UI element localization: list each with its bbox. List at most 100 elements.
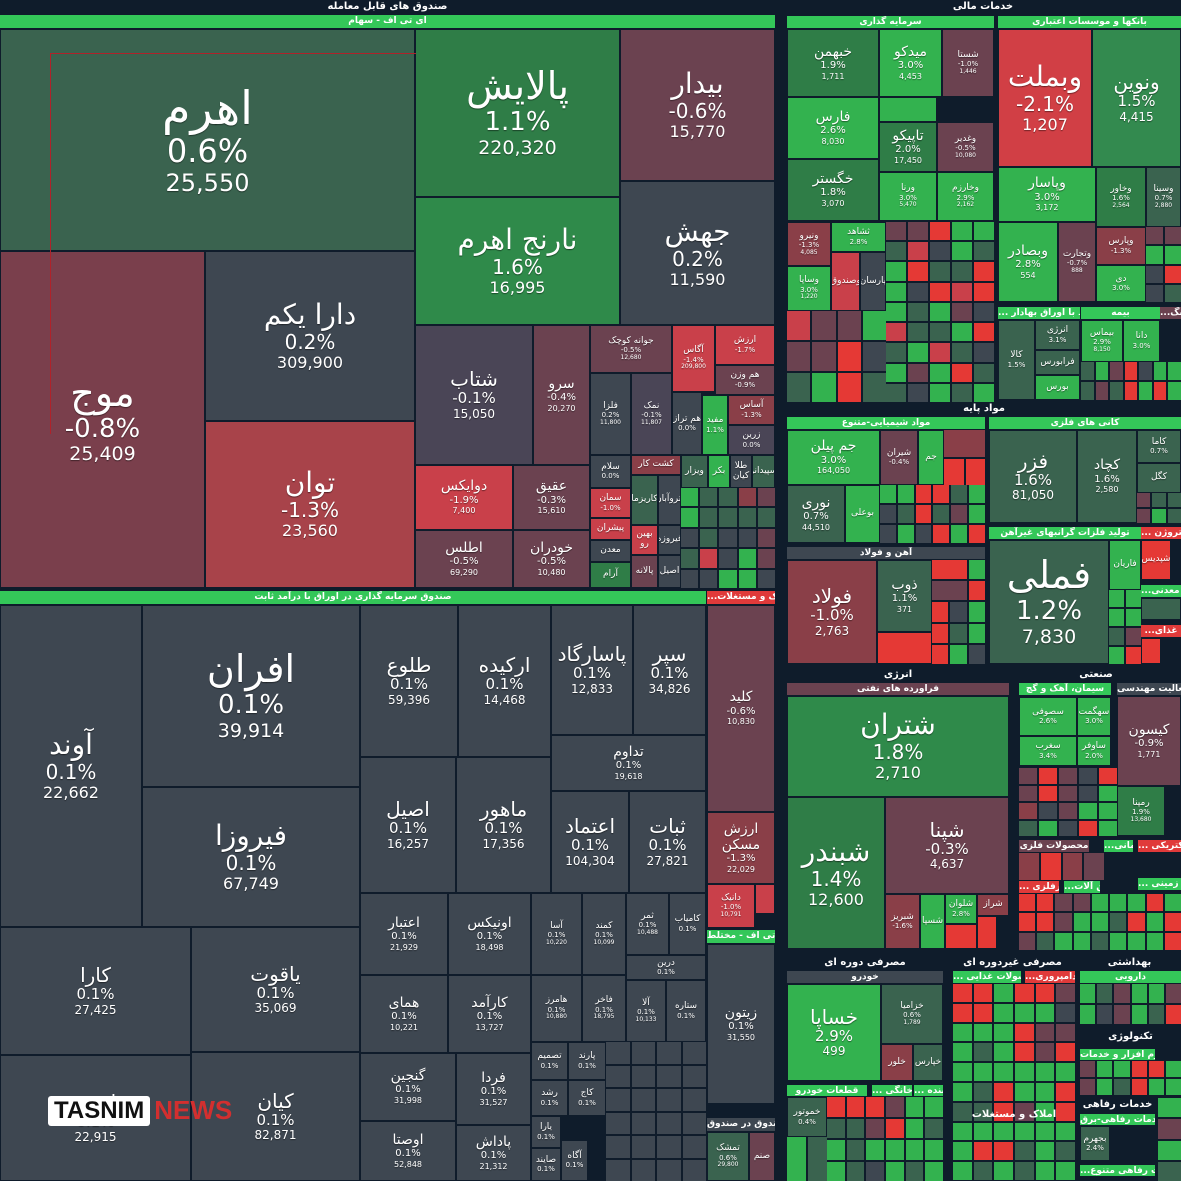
- tile-kala[interactable]: کالا 1.5%: [998, 320, 1035, 400]
- group-header-electrical[interactable]: ... الکتریکی: [1138, 840, 1181, 853]
- group-header-software[interactable]: نرم افزار و خدمات: [1080, 1049, 1155, 1061]
- tile-hamvazn[interactable]: هم وزن -0.9%: [715, 365, 775, 395]
- group-header-land-transport[interactable]: ... بار زمینی: [1138, 878, 1181, 891]
- tile-kian[interactable]: کیان 0.1% 82,871: [191, 1052, 360, 1181]
- tile-karamad[interactable]: کارآمد 0.1% 13,727: [448, 975, 531, 1053]
- tile-nonmetal[interactable]: [1141, 638, 1161, 664]
- tile-khodran[interactable]: خودران -0.5% 10,480: [513, 530, 590, 588]
- group-header-oil-products[interactable]: فراورده های نفتی: [787, 683, 1009, 696]
- tile-hamarz[interactable]: هامرز 0.1% 10,880: [531, 975, 582, 1042]
- group-header-welfare-misc[interactable]: ...ات رفاهی متنوع: [1080, 1165, 1155, 1177]
- tile-zeitoon[interactable]: زیتون 0.1% 31,550: [707, 944, 775, 1104]
- tile-setareh[interactable]: ستاره 0.1%: [666, 980, 706, 1042]
- tile-davix[interactable]: دوایکس -1.9% 7,400: [415, 465, 513, 530]
- tile-agah[interactable]: آگاه 0.1%: [561, 1140, 588, 1181]
- tile-energy-exchange[interactable]: انرژی 3.1%: [1035, 320, 1080, 350]
- tile-kamand[interactable]: کمند 0.1% 10,099: [582, 893, 626, 975]
- tile-shabriz[interactable]: شبریز -1.6%: [885, 894, 920, 949]
- tile-padash[interactable]: پاداش 0.1% 21,312: [456, 1125, 531, 1181]
- group-header-mixed-etf[interactable]: ای تی اف - مختلط: [707, 930, 775, 944]
- tile-dara-yekom[interactable]: دارا یکم 0.2% 309,900: [205, 251, 415, 421]
- tile-mowj[interactable]: موج -0.8% 25,409: [0, 251, 205, 588]
- group-header-etf-stocks[interactable]: ای تی اف - سهام: [0, 15, 775, 29]
- tile-bourse[interactable]: بورس: [1035, 375, 1080, 400]
- group-header-metal-ores[interactable]: کانی های فلزی: [989, 417, 1181, 430]
- tile-vsandogh[interactable]: وصندوق: [831, 252, 860, 311]
- tile-arzesh[interactable]: ارزش -1.7%: [715, 325, 775, 365]
- tile-ousta[interactable]: اوصتا 0.1% 52,848: [360, 1121, 456, 1181]
- tile-felezza[interactable]: فلزا 0.2% 11,800: [590, 373, 631, 455]
- tile-zarin[interactable]: زرین 0.0%: [728, 425, 775, 455]
- tile-asil-small[interactable]: اصیل: [658, 555, 681, 588]
- tile-yara[interactable]: یارا 0.1%: [531, 1116, 561, 1148]
- tile-khepars[interactable]: خپارس: [913, 1044, 943, 1081]
- tile-danik[interactable]: دانیک -1.0% 10,791: [707, 884, 755, 928]
- tile-noori[interactable]: نوری 0.7% 44,510: [787, 485, 845, 543]
- tile-kegol[interactable]: کگل: [1137, 463, 1181, 493]
- tile-zob[interactable]: ذوب 1.1% 371: [877, 560, 932, 632]
- tile-kara[interactable]: کارا 0.1% 27,425: [0, 927, 191, 1055]
- tile-khesapa[interactable]: خساپا 2.9% 499: [787, 984, 881, 1081]
- tile-khelor[interactable]: خلور: [881, 1044, 913, 1081]
- group-header-auto[interactable]: خودرو: [787, 971, 943, 984]
- tile-sefoufi[interactable]: سصوفی 2.6%: [1019, 697, 1077, 736]
- tile-mofid[interactable]: مفید 1.1%: [702, 395, 728, 455]
- group-header-metal-products[interactable]: محصولات فلزی: [1019, 840, 1089, 853]
- tile-khegostar[interactable]: خگستر 1.8% 3,070: [787, 159, 879, 221]
- tile-khemotor[interactable]: خموتور 0.4%: [787, 1097, 827, 1137]
- tile-vazar[interactable]: ویزار: [681, 455, 708, 488]
- tile-ramapna[interactable]: رمپنا 1.9% 13,680: [1117, 786, 1165, 836]
- tile-dana[interactable]: دانا 3.0%: [1123, 320, 1160, 362]
- tile-shelvan[interactable]: شلوان 2.8%: [945, 894, 977, 924]
- tile-ahrom[interactable]: اهرم 0.6% 25,550: [0, 29, 415, 251]
- group-header-chemicals[interactable]: مواد شیمیایی-متنوع: [787, 417, 985, 430]
- tile-vsapa[interactable]: وساپا 3.0% 1,220: [787, 266, 831, 311]
- tile-farda[interactable]: فردا 0.1% 31,527: [456, 1053, 531, 1125]
- tile-shepna[interactable]: شپنا -0.3% 4,637: [885, 797, 1009, 894]
- tile-foolad[interactable]: فولاد -1.0% 2,763: [787, 560, 877, 664]
- tile-vaghadir[interactable]: وغدیر -0.5% 10,080: [937, 122, 994, 172]
- tile-jam[interactable]: جم: [918, 430, 944, 485]
- tile-petro[interactable]: پتروآبان: [658, 475, 681, 525]
- tile-sanam[interactable]: صنم: [749, 1132, 775, 1181]
- group-header-land-etf[interactable]: ...املاک و مستغلات: [707, 591, 775, 605]
- tile-vkharazm[interactable]: وخارزم 2.9% 2,162: [937, 172, 994, 221]
- tile-etebar[interactable]: اعتبار 0.1% 21,929: [360, 893, 448, 975]
- tile-shespa[interactable]: شسپا: [920, 894, 945, 949]
- group-header-ports[interactable]: ...بن آلات: [1064, 881, 1100, 894]
- tile-separ[interactable]: سپر 0.1% 34,826: [633, 605, 706, 735]
- tile-vkhavar[interactable]: وخاور 1.6% 2,564: [1096, 167, 1146, 227]
- group-header-construction[interactable]: ...ساختمانی: [1104, 840, 1133, 853]
- group-header-fund-of-funds[interactable]: صندوق در صندوق: [707, 1118, 775, 1132]
- tile-vpasar[interactable]: وپاسار 3.0% 3,172: [998, 167, 1096, 222]
- tile-saman[interactable]: سمان -1.0%: [590, 488, 631, 518]
- tile-midco-lower[interactable]: [879, 97, 937, 122]
- tile-shiraz[interactable]: شراز: [977, 894, 1009, 916]
- tile-bimas[interactable]: بیماس 2.9% 8,150: [1081, 320, 1123, 362]
- tile-sahed[interactable]: ثشاهد 2.8%: [831, 222, 886, 252]
- tile-afran[interactable]: افران 0.1% 39,914: [142, 605, 360, 787]
- tile-vpars[interactable]: وپارس -1.3%: [1096, 227, 1146, 265]
- group-header-nitrogen[interactable]: ... نیتروژن: [1141, 527, 1181, 540]
- tile-kayson[interactable]: کیسون -0.9% 1,771: [1117, 696, 1181, 786]
- group-header-nonferrous[interactable]: تولید فلزات گرانبهای غیرآهن: [989, 527, 1141, 540]
- group-header-iron-steel[interactable]: آهن و فولاد: [787, 547, 985, 560]
- tile-vsina[interactable]: وسینا 0.7% 2,880: [1146, 167, 1181, 227]
- tile-palayesh[interactable]: پالایش 1.1% 220,320: [415, 29, 620, 197]
- group-header-welfare-sub[interactable]: خدمات رفاهی-برق: [1080, 1114, 1155, 1126]
- tile-atlas[interactable]: اطلس -0.5% 69,290: [415, 530, 513, 588]
- group-header-pharma[interactable]: دارویی: [1080, 971, 1181, 984]
- tile-kamyab[interactable]: کامیاب 0.1%: [669, 893, 706, 955]
- tile-maaden[interactable]: معدن: [590, 540, 631, 562]
- tile-aqiq[interactable]: عقیق -0.3% 15,610: [513, 465, 590, 530]
- tile-yaqut[interactable]: یاقوت 0.1% 35,069: [191, 927, 360, 1052]
- tile-sayand[interactable]: صایند 0.1%: [531, 1148, 561, 1181]
- tile-vaniro[interactable]: ونیرو -1.3% 4,085: [787, 222, 831, 266]
- tile-shedis[interactable]: شپدیس: [1141, 540, 1171, 580]
- tile-sabat[interactable]: ثبات 0.1% 27,821: [629, 791, 706, 893]
- group-header-fixed-income[interactable]: صندوق سرمایه گذاری در اوراق با درآمد ثاب…: [0, 591, 706, 605]
- tile-tadavom[interactable]: تداوم 0.1% 19,618: [551, 735, 706, 791]
- tile-kesht[interactable]: کشت کار: [631, 455, 681, 475]
- tile-bakar[interactable]: بکر: [708, 455, 730, 488]
- group-header-leasing[interactable]: ...یزینگ: [1160, 307, 1181, 320]
